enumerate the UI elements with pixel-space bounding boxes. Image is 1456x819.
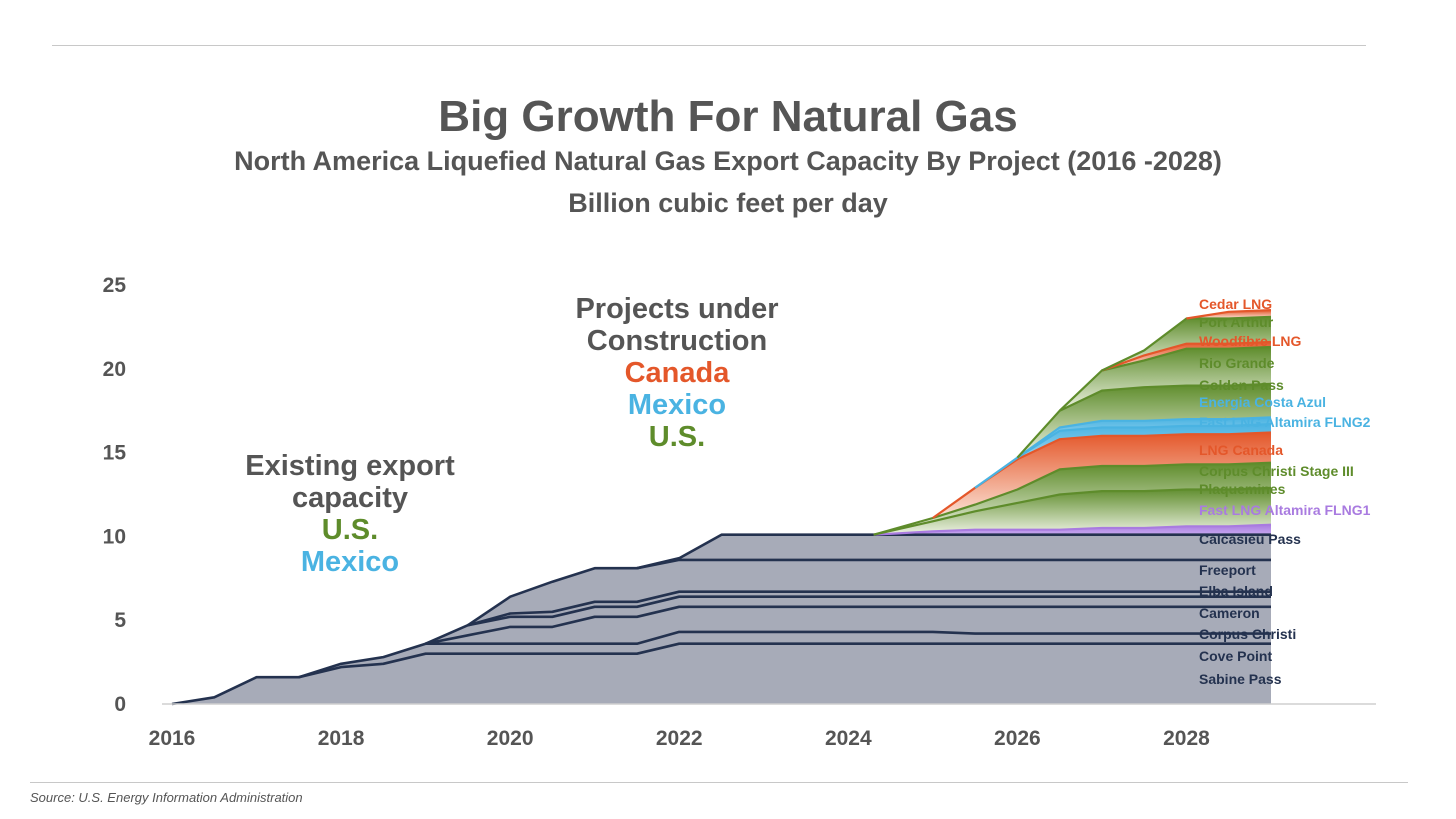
line-freeport [467, 558, 1271, 627]
area-rio-grande [1059, 347, 1271, 411]
y-tick-label: 10 [103, 525, 126, 548]
line-plaquemines [873, 486, 1272, 536]
line-corpus-christi [298, 630, 1271, 679]
existing-heading-line1: Existing export [245, 450, 455, 482]
area-cameron [425, 606, 1272, 644]
legend-label-rio-grande: Rio Grande [1199, 355, 1275, 371]
legend-label-fast-lng-altamira-flng2: Fast LNG Altamira FLNG2 [1199, 414, 1371, 430]
x-tick-label: 2018 [318, 727, 365, 750]
chart-subtitle: North America Liquefied Natural Gas Expo… [234, 146, 1222, 176]
y-tick-label: 15 [103, 442, 127, 465]
x-tick-label: 2024 [825, 727, 872, 750]
legend-label-freeport: Freeport [1199, 562, 1256, 578]
area-fast-lng-altamira-flng2 [975, 424, 1271, 488]
area-freeport [467, 559, 1271, 626]
existing-heading-line2: capacity [291, 482, 409, 514]
area-elba-island [467, 591, 1271, 626]
area-lng-canada [932, 432, 1271, 518]
line-sabine-pass [171, 642, 1271, 706]
x-tick-label: 2022 [656, 727, 703, 750]
existing-mexico-label: Mexico [300, 546, 400, 578]
line-cameron [425, 605, 1271, 645]
construction-us-label: U.S. [648, 421, 706, 453]
construction-mexico-label: Mexico [627, 389, 727, 421]
y-tick-label: 25 [103, 274, 127, 297]
area-cove-point [425, 596, 1272, 644]
line-woodfibre-lng [1101, 340, 1272, 372]
x-tick-label: 2020 [487, 727, 534, 750]
x-tick-label: 2016 [149, 727, 196, 750]
legend-label-cameron: Cameron [1199, 605, 1260, 621]
line-corpus-christi-stage-iii [873, 461, 1272, 536]
y-tick-label: 20 [103, 358, 126, 381]
legend-label-cove-point: Cove Point [1199, 648, 1272, 664]
construction-canada-label: Canada [624, 357, 730, 389]
legend-label-fast-lng-altamira-flng1: Fast LNG Altamira FLNG1 [1199, 502, 1371, 518]
legend-label-sabine-pass: Sabine Pass [1199, 671, 1282, 687]
y-tick-label: 0 [114, 693, 126, 716]
line-rio-grande [1058, 345, 1272, 412]
existing-capacity-annotation: Existing export capacity U.S. Mexico [200, 450, 500, 578]
line-energia-costa-azul [1016, 416, 1272, 459]
legend-label-golden-pass: Golden Pass [1199, 377, 1284, 393]
legend-label-energia-costa-azul: Energia Costa Azul [1199, 394, 1326, 410]
x-tick-label: 2028 [1163, 727, 1210, 750]
legend-label-calcasieu-pass: Calcasieu Pass [1199, 531, 1301, 547]
legend-label-elba-island: Elba Island [1199, 583, 1273, 599]
legend-label-port-arthur: Port Arthur [1199, 314, 1274, 330]
area-plaquemines [873, 487, 1271, 535]
chart-title: Big Growth For Natural Gas [438, 92, 1018, 141]
area-sabine-pass [172, 643, 1271, 704]
line-elba-island [467, 590, 1271, 627]
area-energia-costa-azul [1017, 417, 1271, 458]
construction-heading-line1: Projects under [575, 293, 779, 325]
line-cove-point [425, 595, 1271, 645]
line-calcasieu-pass [636, 533, 1271, 570]
legend-label-cedar-lng: Cedar LNG [1199, 296, 1272, 312]
y-tick-label: 5 [114, 609, 126, 632]
construction-heading-line2: Construction [586, 325, 768, 357]
construction-annotation: Projects under Construction Canada Mexic… [527, 293, 827, 453]
legend-label-woodfibre-lng: Woodfibre LNG [1199, 333, 1302, 349]
legend-label-corpus-christi: Corpus Christi [1199, 626, 1296, 642]
top-divider [52, 45, 1366, 46]
bottom-divider [30, 782, 1408, 783]
legend-label-lng-canada: LNG Canada [1199, 442, 1283, 458]
line-fast-lng-altamira-flng1 [873, 523, 1272, 536]
area-corpus-christi-stage-iii [873, 462, 1271, 535]
chart-units: Billion cubic feet per day [568, 188, 888, 218]
line-cedar-lng [1186, 309, 1272, 320]
existing-us-label: U.S. [321, 514, 379, 546]
x-tick-label: 2026 [994, 727, 1041, 750]
legend-label-plaquemines: Plaquemines [1199, 481, 1286, 497]
source-note: Source: U.S. Energy Information Administ… [30, 790, 303, 805]
legend-label-corpus-christi-stage-iii: Corpus Christi Stage III [1199, 463, 1354, 479]
area-cedar-lng [1186, 310, 1271, 319]
